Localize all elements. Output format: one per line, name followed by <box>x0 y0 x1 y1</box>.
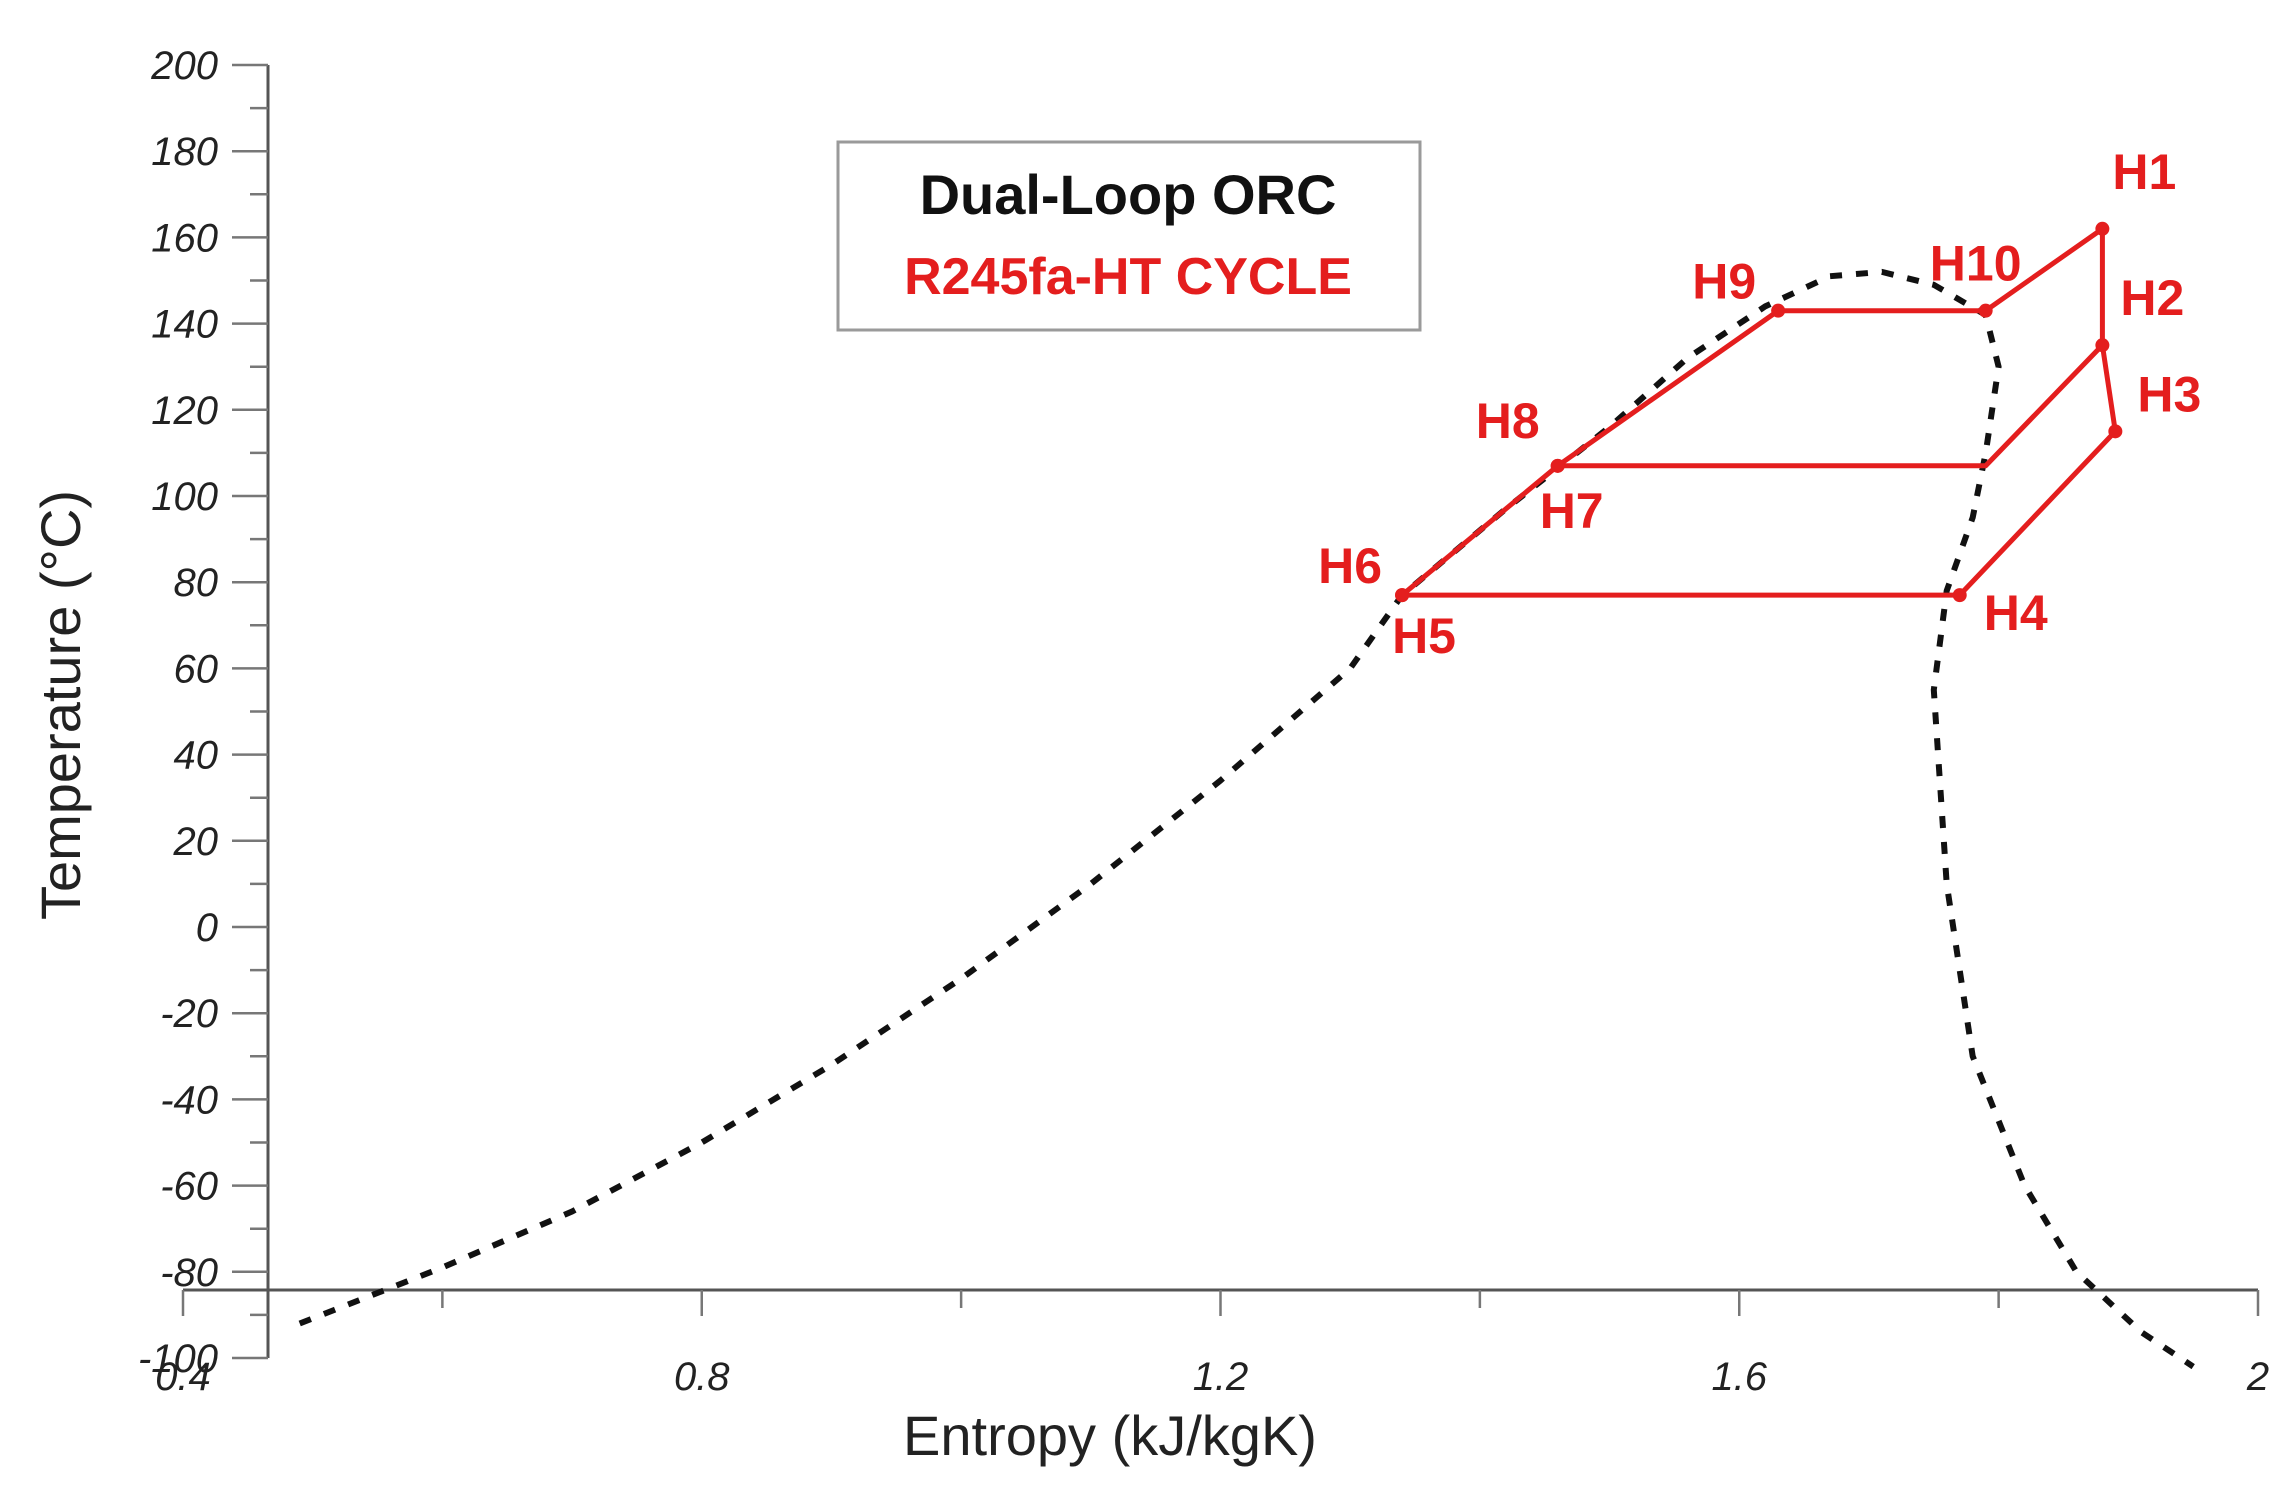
point-marker-h9 <box>1771 303 1786 318</box>
point-marker-h10 <box>1978 303 1993 318</box>
y-tick-label: 120 <box>151 389 218 433</box>
y-tick-label: 60 <box>174 647 219 691</box>
x-tick-label: 0.8 <box>674 1355 730 1399</box>
point-marker-h8 <box>1550 458 1565 473</box>
point-label-h8: H8 <box>1476 393 1540 449</box>
legend-box <box>836 140 1422 332</box>
point-marker-h6 <box>1395 588 1410 603</box>
y-tick-label: -20 <box>160 992 218 1036</box>
y-tick-label: 160 <box>151 216 218 260</box>
legend-subtitle: R245fa-HT CYCLE <box>904 248 1352 306</box>
point-marker-h4 <box>1952 588 1967 603</box>
y-tick-label: -100 <box>138 1337 218 1381</box>
point-marker-h3 <box>2108 424 2123 439</box>
y-tick-label: 80 <box>174 561 219 605</box>
point-label-h9: H9 <box>1692 254 1756 310</box>
y-ticks: -100 -80 -60 -40 -20 0 20 40 60 80 100 120 140 160 180… <box>138 44 268 1381</box>
y-tick-label: -60 <box>160 1165 218 1209</box>
point-label-h10: H10 <box>1930 236 2022 292</box>
point-label-h1: H1 <box>2112 144 2176 200</box>
point-label-h2: H2 <box>2120 270 2184 326</box>
x-axis-title: Entropy (kJ/kgK) <box>903 1404 1317 1467</box>
y-tick-label: -80 <box>160 1251 218 1295</box>
y-tick-label: 20 <box>173 820 219 864</box>
point-label-h5: H5 <box>1392 608 1456 664</box>
x-ticks: 0.4 0.8 1.2 1.6 2 <box>155 1290 2269 1399</box>
y-tick-label: -40 <box>160 1078 218 1122</box>
point-label-h6: H6 <box>1318 538 1382 594</box>
y-tick-label: 40 <box>174 734 219 778</box>
point-marker-h1 <box>2095 221 2110 236</box>
y-tick-label: 200 <box>150 44 218 88</box>
y-tick-label: 0 <box>196 906 218 950</box>
point-marker-h2 <box>2095 338 2110 353</box>
cycle-line-2 <box>1555 342 2105 469</box>
y-axis-title: Temperature (°C) <box>29 490 92 920</box>
y-tick-label: 100 <box>151 475 218 519</box>
x-tick-label: 1.2 <box>1193 1355 1249 1399</box>
legend: Dual-Loop ORC R245fa-HT CYCLE <box>836 140 1422 332</box>
point-label-h7: H7 <box>1540 483 1604 539</box>
y-tick-label: 180 <box>151 130 218 174</box>
legend-title: Dual-Loop ORC <box>920 163 1337 226</box>
x-tick-label: 0.4 <box>155 1355 211 1399</box>
x-tick-label: 2 <box>2246 1355 2269 1399</box>
y-tick-label: 140 <box>151 303 218 347</box>
x-tick-label: 1.6 <box>1711 1355 1767 1399</box>
point-label-h3: H3 <box>2137 366 2201 422</box>
point-label-h4: H4 <box>1984 585 2048 641</box>
